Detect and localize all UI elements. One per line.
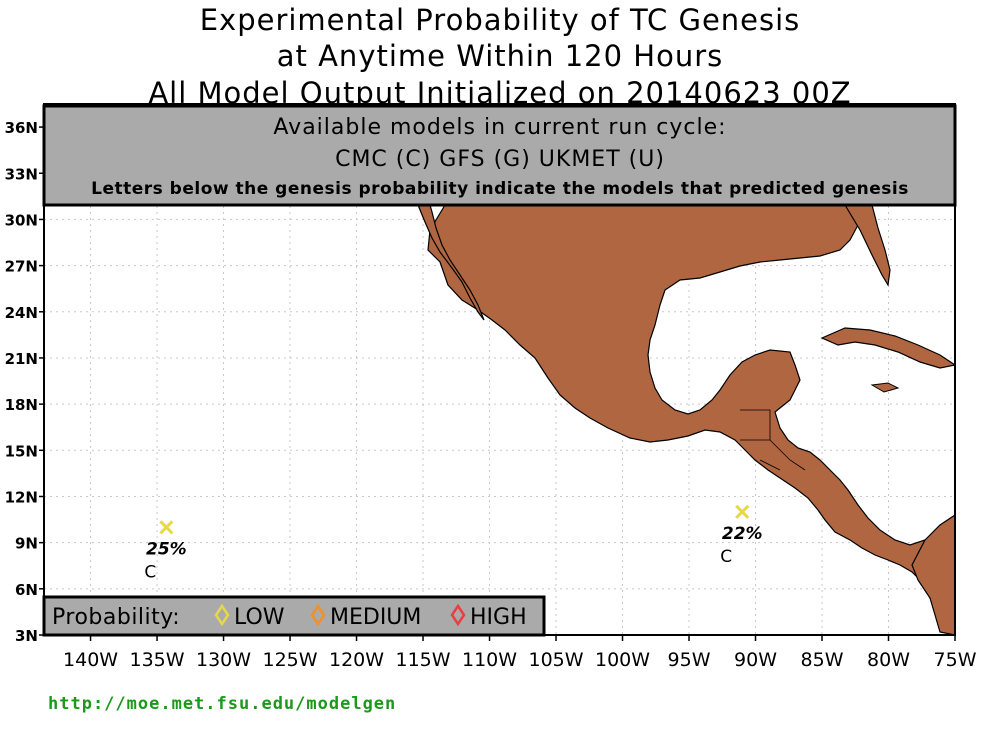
south-america-land — [911, 514, 955, 635]
lon-label: 100W — [595, 649, 650, 671]
lon-label: 85W — [801, 649, 844, 671]
genesis-models: C — [144, 562, 156, 582]
land-masses — [417, 204, 955, 635]
lon-label: 75W — [934, 649, 977, 671]
genesis-x-mark — [159, 520, 174, 535]
lon-label: 115W — [395, 649, 450, 671]
lon-label: 95W — [668, 649, 711, 671]
lat-label: 12N — [5, 488, 38, 506]
lon-label: 125W — [263, 649, 318, 671]
title-line-2: at Anytime Within 120 Hours — [276, 39, 724, 73]
genesis-probability: 25% — [146, 539, 187, 559]
lon-label: 105W — [528, 649, 583, 671]
lat-label: 27N — [5, 258, 38, 276]
legend-item-label: HIGH — [470, 605, 527, 630]
genesis-models: C — [720, 547, 732, 567]
genesis-marker[interactable]: 22% C — [720, 504, 763, 567]
lat-label: 6N — [15, 581, 38, 599]
lon-label: 135W — [130, 649, 185, 671]
genesis-points: 25% C 22% C — [144, 504, 763, 582]
baja-land — [417, 204, 485, 321]
title-line-1: Experimental Probability of TC Genesis — [199, 3, 801, 37]
cuba-land — [820, 327, 955, 369]
border-lines — [740, 409, 806, 471]
florida-land — [843, 204, 891, 287]
longitude-labels: 140W 135W 130W 125W 120W 115W 110W 105W 100W 95W 9… — [63, 635, 977, 671]
lon-label: 80W — [867, 649, 910, 671]
lon-label: 140W — [63, 649, 118, 671]
lat-label: 33N — [5, 165, 38, 183]
legend-diamond-icon — [310, 603, 326, 627]
genesis-marker[interactable]: 25% C — [144, 520, 187, 582]
lat-label: 15N — [5, 442, 38, 460]
lat-label: 30N — [5, 211, 38, 229]
lat-label: 36N — [5, 119, 38, 137]
models-heading: Available models in current run cycle: — [273, 115, 726, 140]
jamaica-land — [870, 382, 900, 393]
lat-label: 3N — [15, 627, 38, 645]
lat-label: 21N — [5, 350, 38, 368]
lat-label: 24N — [5, 304, 38, 322]
genesis-probability: 22% — [722, 524, 763, 544]
latitude-labels: 36N 33N 30N 27N 24N 21N 18N 15N 12N 9N 6N 3N — [5, 119, 44, 645]
models-list: CMC (C) GFS (G) UKMET (U) — [335, 147, 665, 172]
lon-label: 110W — [462, 649, 517, 671]
lon-label: 130W — [196, 649, 251, 671]
legend-item-label: MEDIUM — [330, 605, 421, 630]
probability-legend: Probability: LOW MEDIUM HIGH — [42, 595, 546, 637]
mexico-land — [427, 204, 955, 631]
footer-url[interactable]: http://moe.met.fsu.edu/modelgen — [48, 694, 397, 714]
genesis-x-mark — [735, 504, 750, 519]
legend-diamond-icon — [214, 603, 230, 627]
models-info-box: Available models in current run cycle: C… — [42, 104, 957, 207]
legend-label: Probability: — [52, 605, 180, 630]
lon-label: 120W — [329, 649, 384, 671]
lat-label: 18N — [5, 396, 38, 414]
models-note: Letters below the genesis probability in… — [91, 179, 909, 199]
lat-label: 9N — [15, 535, 38, 553]
legend-diamond-icon — [450, 603, 466, 627]
legend-item-label: LOW — [234, 605, 285, 630]
lon-label: 90W — [734, 649, 777, 671]
